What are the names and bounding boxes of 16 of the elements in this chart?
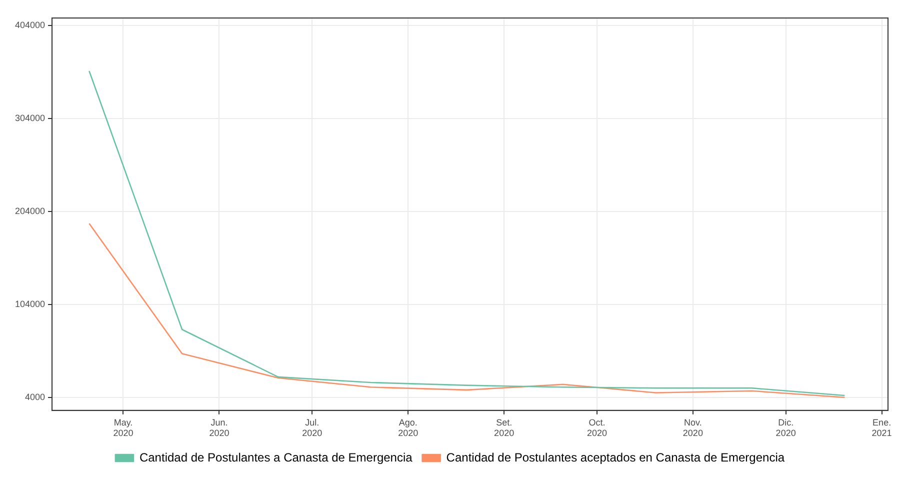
x-tick-label: Oct. 2020 — [586, 417, 607, 438]
x-tick-label: Jun. 2020 — [209, 417, 230, 438]
y-tick-label: 104000 — [14, 298, 46, 309]
y-tick-label: 304000 — [14, 112, 46, 123]
x-tick-label: May. 2020 — [113, 417, 134, 438]
x-tick-label: Ene. 2021 — [872, 417, 892, 438]
legend-label: Cantidad de Postulantes aceptados en Canasta de Emergencia — [446, 450, 785, 464]
legend-label: Cantidad de Postulantes a Canasta de Emergencia — [139, 450, 413, 464]
x-tick-label: Ago. 2020 — [398, 417, 418, 438]
y-tick-label: 4000 — [25, 392, 46, 402]
x-tick-label: Dic. 2020 — [776, 417, 796, 438]
x-tick-label: Set. 2020 — [494, 417, 514, 438]
y-tick-label: 404000 — [14, 20, 46, 30]
y-tick-label: 204000 — [14, 206, 46, 216]
x-tick-label: Nov. 2020 — [682, 417, 703, 438]
x-tick-label: Jul. 2020 — [302, 417, 322, 438]
